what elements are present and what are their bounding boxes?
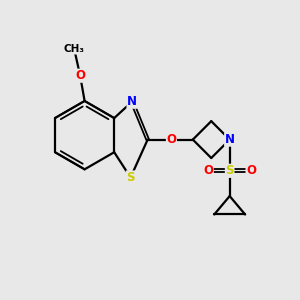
Text: O: O [203, 164, 213, 177]
Text: S: S [126, 171, 135, 184]
Text: N: N [127, 95, 137, 108]
Text: O: O [167, 133, 176, 146]
Text: O: O [246, 164, 256, 177]
Text: CH₃: CH₃ [64, 44, 85, 54]
Text: N: N [225, 133, 235, 146]
Text: S: S [225, 164, 234, 177]
Text: O: O [75, 69, 85, 82]
